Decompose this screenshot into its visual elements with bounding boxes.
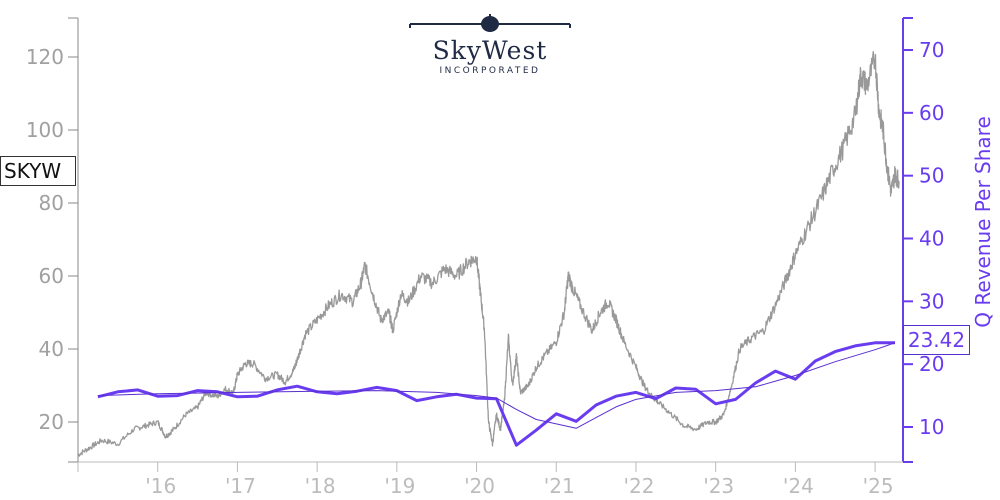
right-axis-title: Q Revenue Per Share: [971, 116, 995, 328]
x-tick-label: '16: [145, 474, 176, 498]
x-tick-label: '23: [703, 474, 734, 498]
right-tick-label: 20: [919, 352, 944, 376]
left-tick-label: 60: [39, 264, 64, 288]
right-tick-label: 60: [919, 101, 944, 125]
x-tick-label: '18: [305, 474, 336, 498]
right-tick-label: 40: [919, 227, 944, 251]
left-tick-label: 120: [26, 45, 64, 69]
x-tick-label: '21: [544, 474, 575, 498]
price-series-layer: [77, 50, 900, 457]
right-tick-label: 50: [919, 164, 944, 188]
airplane-logo-icon: [409, 14, 571, 32]
ticker-label: SKYW: [0, 156, 76, 186]
x-tick-label: '24: [783, 474, 814, 498]
x-tick-label: '22: [623, 474, 654, 498]
logo-wordmark: SkyWest: [432, 36, 548, 65]
x-tick-label: '17: [225, 474, 256, 498]
left-tick-label: 80: [39, 191, 64, 215]
left-tick-label: 100: [26, 118, 64, 142]
last-value-label: 23.42: [903, 325, 970, 355]
x-tick-label: '19: [384, 474, 415, 498]
revenue-series-layer: [97, 341, 896, 447]
axes-layer: 20 40 60 80 100 120 10 20 30 40 50 60 70 Q Revenue Pe…: [26, 17, 995, 498]
series-line-thin-purple: [97, 342, 896, 429]
company-logo: SkyWest INCORPORATED: [405, 12, 575, 82]
right-tick-label: 10: [919, 415, 944, 439]
series-line-thick-purple: [97, 341, 896, 447]
left-tick-label: 40: [39, 337, 64, 361]
right-tick-label: 30: [919, 289, 944, 313]
left-tick-label: 20: [39, 410, 64, 434]
right-tick-label: 70: [919, 38, 944, 62]
x-tick-label: '25: [863, 474, 894, 498]
logo-subtitle: INCORPORATED: [439, 66, 541, 76]
x-tick-label: '20: [464, 474, 495, 498]
series-line-skyw: [77, 50, 900, 457]
